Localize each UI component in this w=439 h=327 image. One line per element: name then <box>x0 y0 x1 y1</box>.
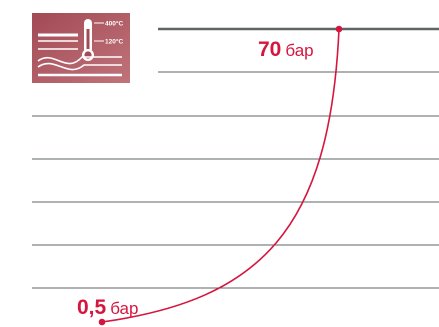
pressure-high-value: 70 <box>258 38 282 61</box>
pressure-low-label: 0,5 бар <box>77 297 138 318</box>
temperature-pressure-icon: 400°C 120°C <box>32 13 130 83</box>
pressure-high-label: 70 бар <box>258 39 314 60</box>
temp-low-label: 120°C <box>105 38 123 46</box>
curve-start-point <box>98 318 106 326</box>
temp-high-label: 400°C <box>105 20 123 28</box>
pressure-low-value: 0,5 <box>77 296 107 319</box>
pressure-low-unit: бар <box>110 299 139 318</box>
curve-end-point <box>335 25 343 33</box>
pressure-curve <box>101 28 340 323</box>
pressure-high-unit: бар <box>285 41 314 60</box>
